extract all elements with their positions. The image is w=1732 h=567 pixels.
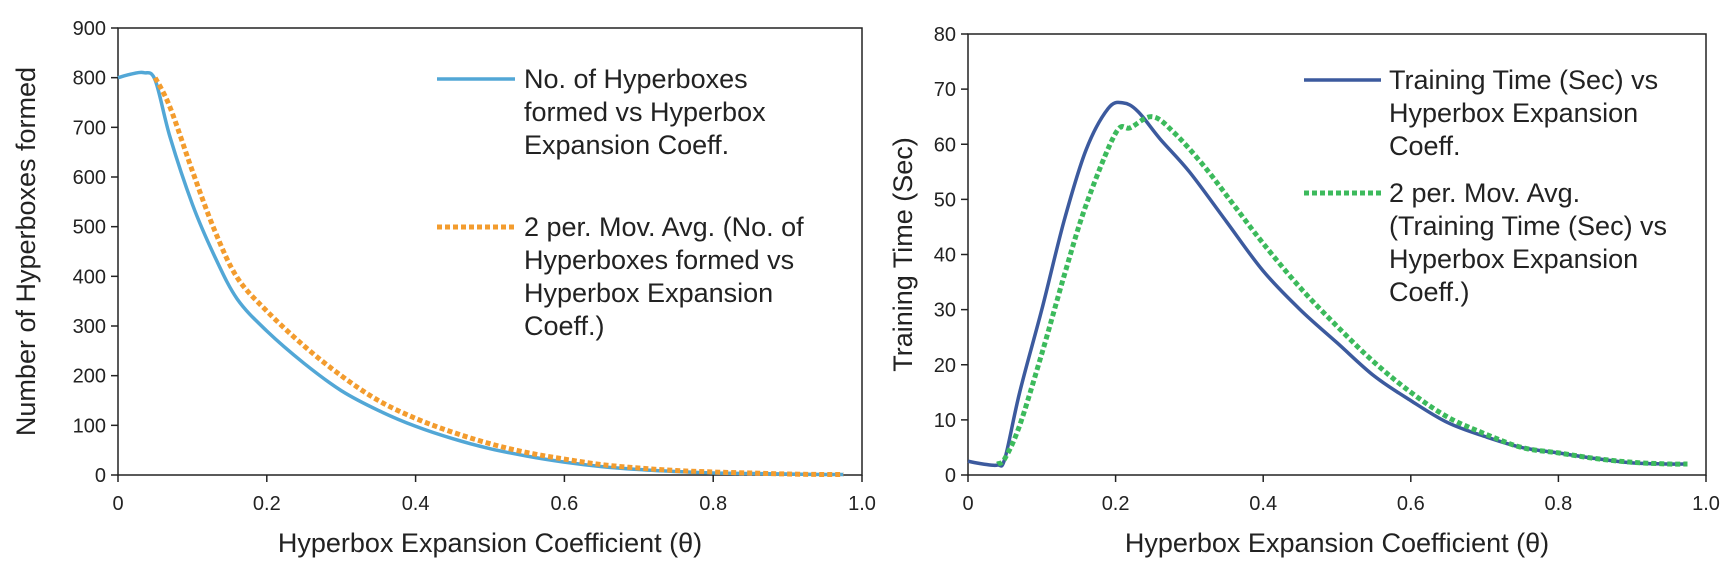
y-tick-label: 400 [73,266,106,288]
x-tick-label: 0.4 [402,493,430,515]
training-time-chart: 0 10 20 30 40 50 60 70 80 0 0.2 0.4 0.6 0.8 1.0 Hyperbo… [888,24,1720,558]
x-axis-title: Hyperbox Expansion Coefficient (θ) [278,528,702,558]
hyperboxes-chart: 0 100 200 300 400 500 600 700 800 900 0 0.2 0.4 0.6 0.… [11,18,876,558]
x-tick-label: 1.0 [1692,493,1720,515]
x-tick-label: 0 [962,493,973,515]
x-axis-title: Hyperbox Expansion Coefficient (θ) [1125,528,1549,558]
legend-label: 2 per. Mov. Avg. (No. of [524,212,804,242]
legend-label: Hyperbox Expansion [524,278,773,308]
y-tick-label: 70 [934,79,956,101]
x-tick-label: 0.4 [1249,493,1277,515]
y-tick-label: 80 [934,24,956,46]
legend-label: Coeff.) [1389,277,1470,307]
legend-label: Hyperbox Expansion [1389,98,1638,128]
y-axis-title: Number of Hyperboxes formed [11,67,41,436]
y-tick-label: 20 [934,355,956,377]
y-tick-label: 100 [73,415,106,437]
legend-label: No. of Hyperboxes [524,64,748,94]
y-tick-label: 60 [934,134,956,156]
legend-label: Hyperboxes formed vs [524,245,794,275]
legend-label: Expansion Coeff. [524,130,729,160]
legend-label: (Training Time (Sec) vs [1389,211,1667,241]
series-line-main [967,100,1688,468]
y-tick-label: 600 [73,167,106,189]
x-tick-label: 1.0 [848,493,876,515]
series-line-main [117,70,844,477]
legend-label: Coeff.) [524,311,605,341]
y-tick-label: 10 [934,410,956,432]
legend-label: Coeff. [1389,131,1461,161]
y-tick-label: 50 [934,189,956,211]
series-line-moving-average [996,114,1688,467]
y-tick-label: 0 [945,465,956,487]
y-tick-label: 700 [73,117,106,139]
legend-label: Hyperbox Expansion [1389,244,1638,274]
y-tick-label: 40 [934,245,956,267]
x-tick-label: 0.6 [550,493,578,515]
x-tick-label: 0 [112,493,123,515]
y-tick-label: 300 [73,316,106,338]
legend-label: 2 per. Mov. Avg. [1389,178,1580,208]
y-tick-label: 30 [934,300,956,322]
plot-frame [117,27,863,476]
y-tick-label: 800 [73,68,106,90]
legend-label: formed vs Hyperbox [524,97,766,127]
y-tick-label: 200 [73,366,106,388]
y-tick-label: 900 [73,18,106,40]
y-tick-label: 500 [73,217,106,239]
x-tick-label: 0.8 [1544,493,1572,515]
x-tick-label: 0.6 [1397,493,1425,515]
x-tick-label: 0.8 [699,493,727,515]
y-axis-title: Training Time (Sec) [888,137,918,372]
x-tick-label: 0.2 [1102,493,1130,515]
series-line-moving-average [152,76,844,478]
legend-label: Training Time (Sec) vs [1389,65,1658,95]
y-tick-label: 0 [95,465,106,487]
x-tick-label: 0.2 [253,493,281,515]
